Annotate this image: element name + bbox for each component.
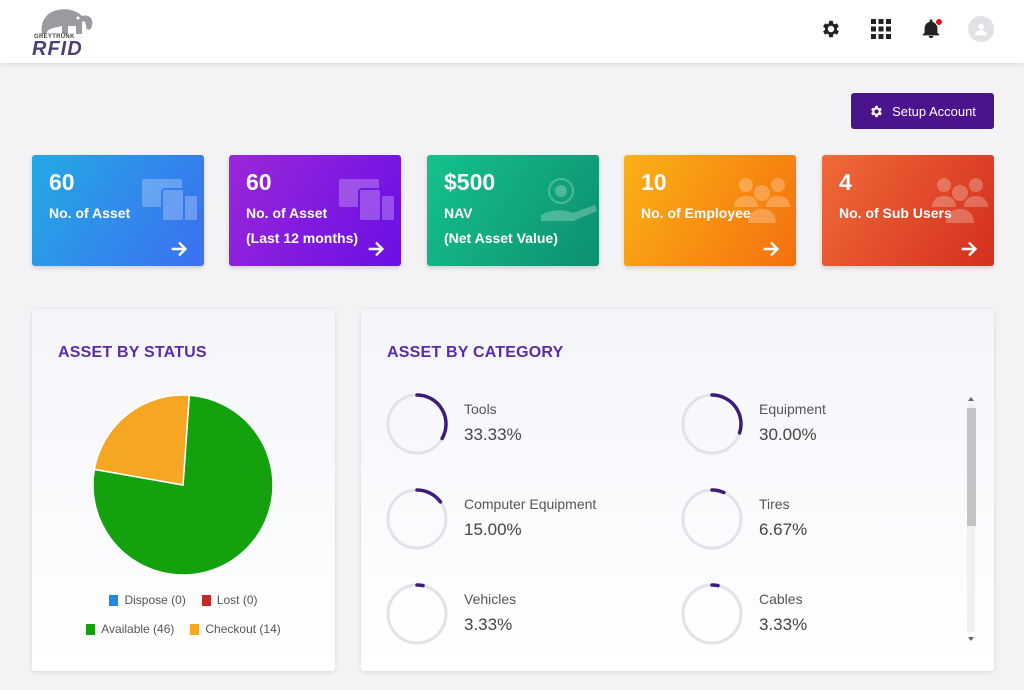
category-progress-ring [386, 583, 448, 645]
devices-icon [339, 179, 396, 222]
avatar-icon [975, 23, 987, 36]
apps-button[interactable] [868, 16, 894, 42]
settings-button[interactable] [818, 16, 844, 42]
legend-item-checkout[interactable]: Checkout (14) [190, 622, 281, 636]
setup-account-label: Setup Account [892, 103, 976, 119]
ring-track [681, 488, 743, 550]
avatar [968, 16, 994, 42]
card-label: NAV (Net Asset Value) [444, 205, 558, 246]
group-icon [932, 178, 988, 223]
category-name: Cables [759, 591, 803, 607]
panel-title: ASSET BY CATEGORY [387, 344, 564, 361]
ring-progress-arc [415, 583, 425, 588]
category-name: Tires [759, 496, 790, 512]
gear-icon [823, 20, 839, 38]
category-percent: 30.00% [759, 425, 817, 444]
card-label: No. of Sub Users [839, 205, 952, 221]
category-percent: 6.67% [759, 520, 808, 539]
category-percent: 3.33% [759, 615, 808, 634]
scroll-up-arrow-icon[interactable] [965, 394, 977, 404]
asset-by-category-panel: ASSET BY CATEGORY Tools 33.33% Equipment… [361, 309, 994, 671]
category-progress-ring [386, 393, 448, 455]
arrow-right-icon[interactable] [958, 238, 980, 260]
category-item-vehicles[interactable]: Vehicles 3.33% [386, 583, 646, 647]
category-percent: 3.33% [464, 615, 513, 634]
legend-item-dispose[interactable]: Dispose (0) [109, 593, 186, 607]
notifications-button[interactable] [918, 16, 944, 42]
card-employees[interactable]: 10 No. of Employee [624, 155, 796, 266]
category-progress-ring [386, 488, 448, 550]
category-percent: 15.00% [464, 520, 522, 539]
ring-track [386, 583, 448, 645]
category-progress-ring [681, 583, 743, 645]
card-label: No. of Asset (Last 12 months) [246, 205, 359, 246]
logo[interactable]: GREYTRUNK RFID [30, 4, 100, 60]
ring-progress-arc [710, 488, 726, 495]
card-total-assets[interactable]: 60 No. of Asset [32, 155, 204, 266]
card-value: 60 [246, 169, 272, 195]
ring-progress-arc [415, 488, 443, 504]
status-pie-chart [92, 394, 274, 576]
money-hand-icon [541, 178, 597, 221]
legend-swatch [109, 594, 119, 606]
elephant-logo-icon [41, 9, 93, 34]
pie-legend-row-1: Dispose (0) Lost (0) [32, 593, 335, 607]
category-name: Computer Equipment [464, 496, 597, 512]
legend-swatch [201, 594, 211, 606]
ring-progress-arc [415, 393, 448, 441]
top-bar: GREYTRUNK RFID [0, 0, 1024, 63]
card-net-asset-value[interactable]: $500 NAV (Net Asset Value) [427, 155, 599, 266]
top-icons [794, 16, 994, 42]
category-item-cables[interactable]: Cables 3.33% [681, 583, 941, 647]
category-item-equipment[interactable]: Equipment 30.00% [681, 393, 941, 457]
category-progress-ring [681, 393, 743, 455]
category-item-tools[interactable]: Tools 33.33% [386, 393, 646, 457]
logo-small-text: GREYTRUNK [34, 34, 75, 40]
pie-slice-checkout[interactable] [93, 394, 191, 486]
card-label: No. of Asset [49, 205, 131, 221]
gear-icon [871, 105, 882, 117]
legend-swatch [190, 623, 200, 635]
category-item-computer-equipment[interactable]: Computer Equipment 15.00% [386, 488, 646, 552]
notification-badge [935, 18, 943, 26]
scroll-down-arrow-icon[interactable] [965, 634, 977, 644]
card-value: $500 [444, 169, 496, 195]
card-label: No. of Employee [641, 205, 751, 221]
card-value: 4 [839, 169, 852, 195]
pie-legend-row-2: Available (46) Checkout (14) [32, 622, 335, 636]
group-icon [734, 178, 790, 223]
panel-title: ASSET BY STATUS [58, 344, 207, 361]
devices-icon [142, 179, 199, 222]
legend-swatch [86, 623, 96, 635]
ring-track [681, 583, 743, 645]
apps-grid-icon [871, 19, 891, 39]
scroll-thumb[interactable] [967, 408, 976, 526]
category-percent: 33.33% [464, 425, 522, 444]
category-progress-ring [681, 488, 743, 550]
category-item-tires[interactable]: Tires 6.67% [681, 488, 941, 552]
legend-item-lost[interactable]: Lost (0) [201, 593, 258, 607]
setup-account-button[interactable]: Setup Account [851, 93, 994, 129]
card-value: 60 [49, 169, 75, 195]
legend-item-available[interactable]: Available (46) [86, 622, 174, 636]
arrow-right-icon[interactable] [168, 238, 190, 260]
category-name: Tools [464, 401, 497, 417]
ring-progress-arc [710, 583, 720, 588]
ring-progress-arc [710, 393, 743, 435]
card-sub-users[interactable]: 4 No. of Sub Users [822, 155, 994, 266]
card-value: 10 [641, 169, 667, 195]
logo-big-text: RFID [32, 38, 83, 60]
category-name: Equipment [759, 401, 826, 417]
user-menu-button[interactable] [968, 16, 994, 42]
arrow-right-icon[interactable] [760, 238, 782, 260]
category-scrollbar[interactable] [965, 394, 977, 644]
arrow-right-icon[interactable] [365, 238, 387, 260]
asset-by-status-panel: ASSET BY STATUS Dispose (0) Lost (0) Ava… [32, 309, 335, 671]
card-assets-last-12-months[interactable]: 60 No. of Asset (Last 12 months) [229, 155, 401, 266]
category-name: Vehicles [464, 591, 517, 607]
